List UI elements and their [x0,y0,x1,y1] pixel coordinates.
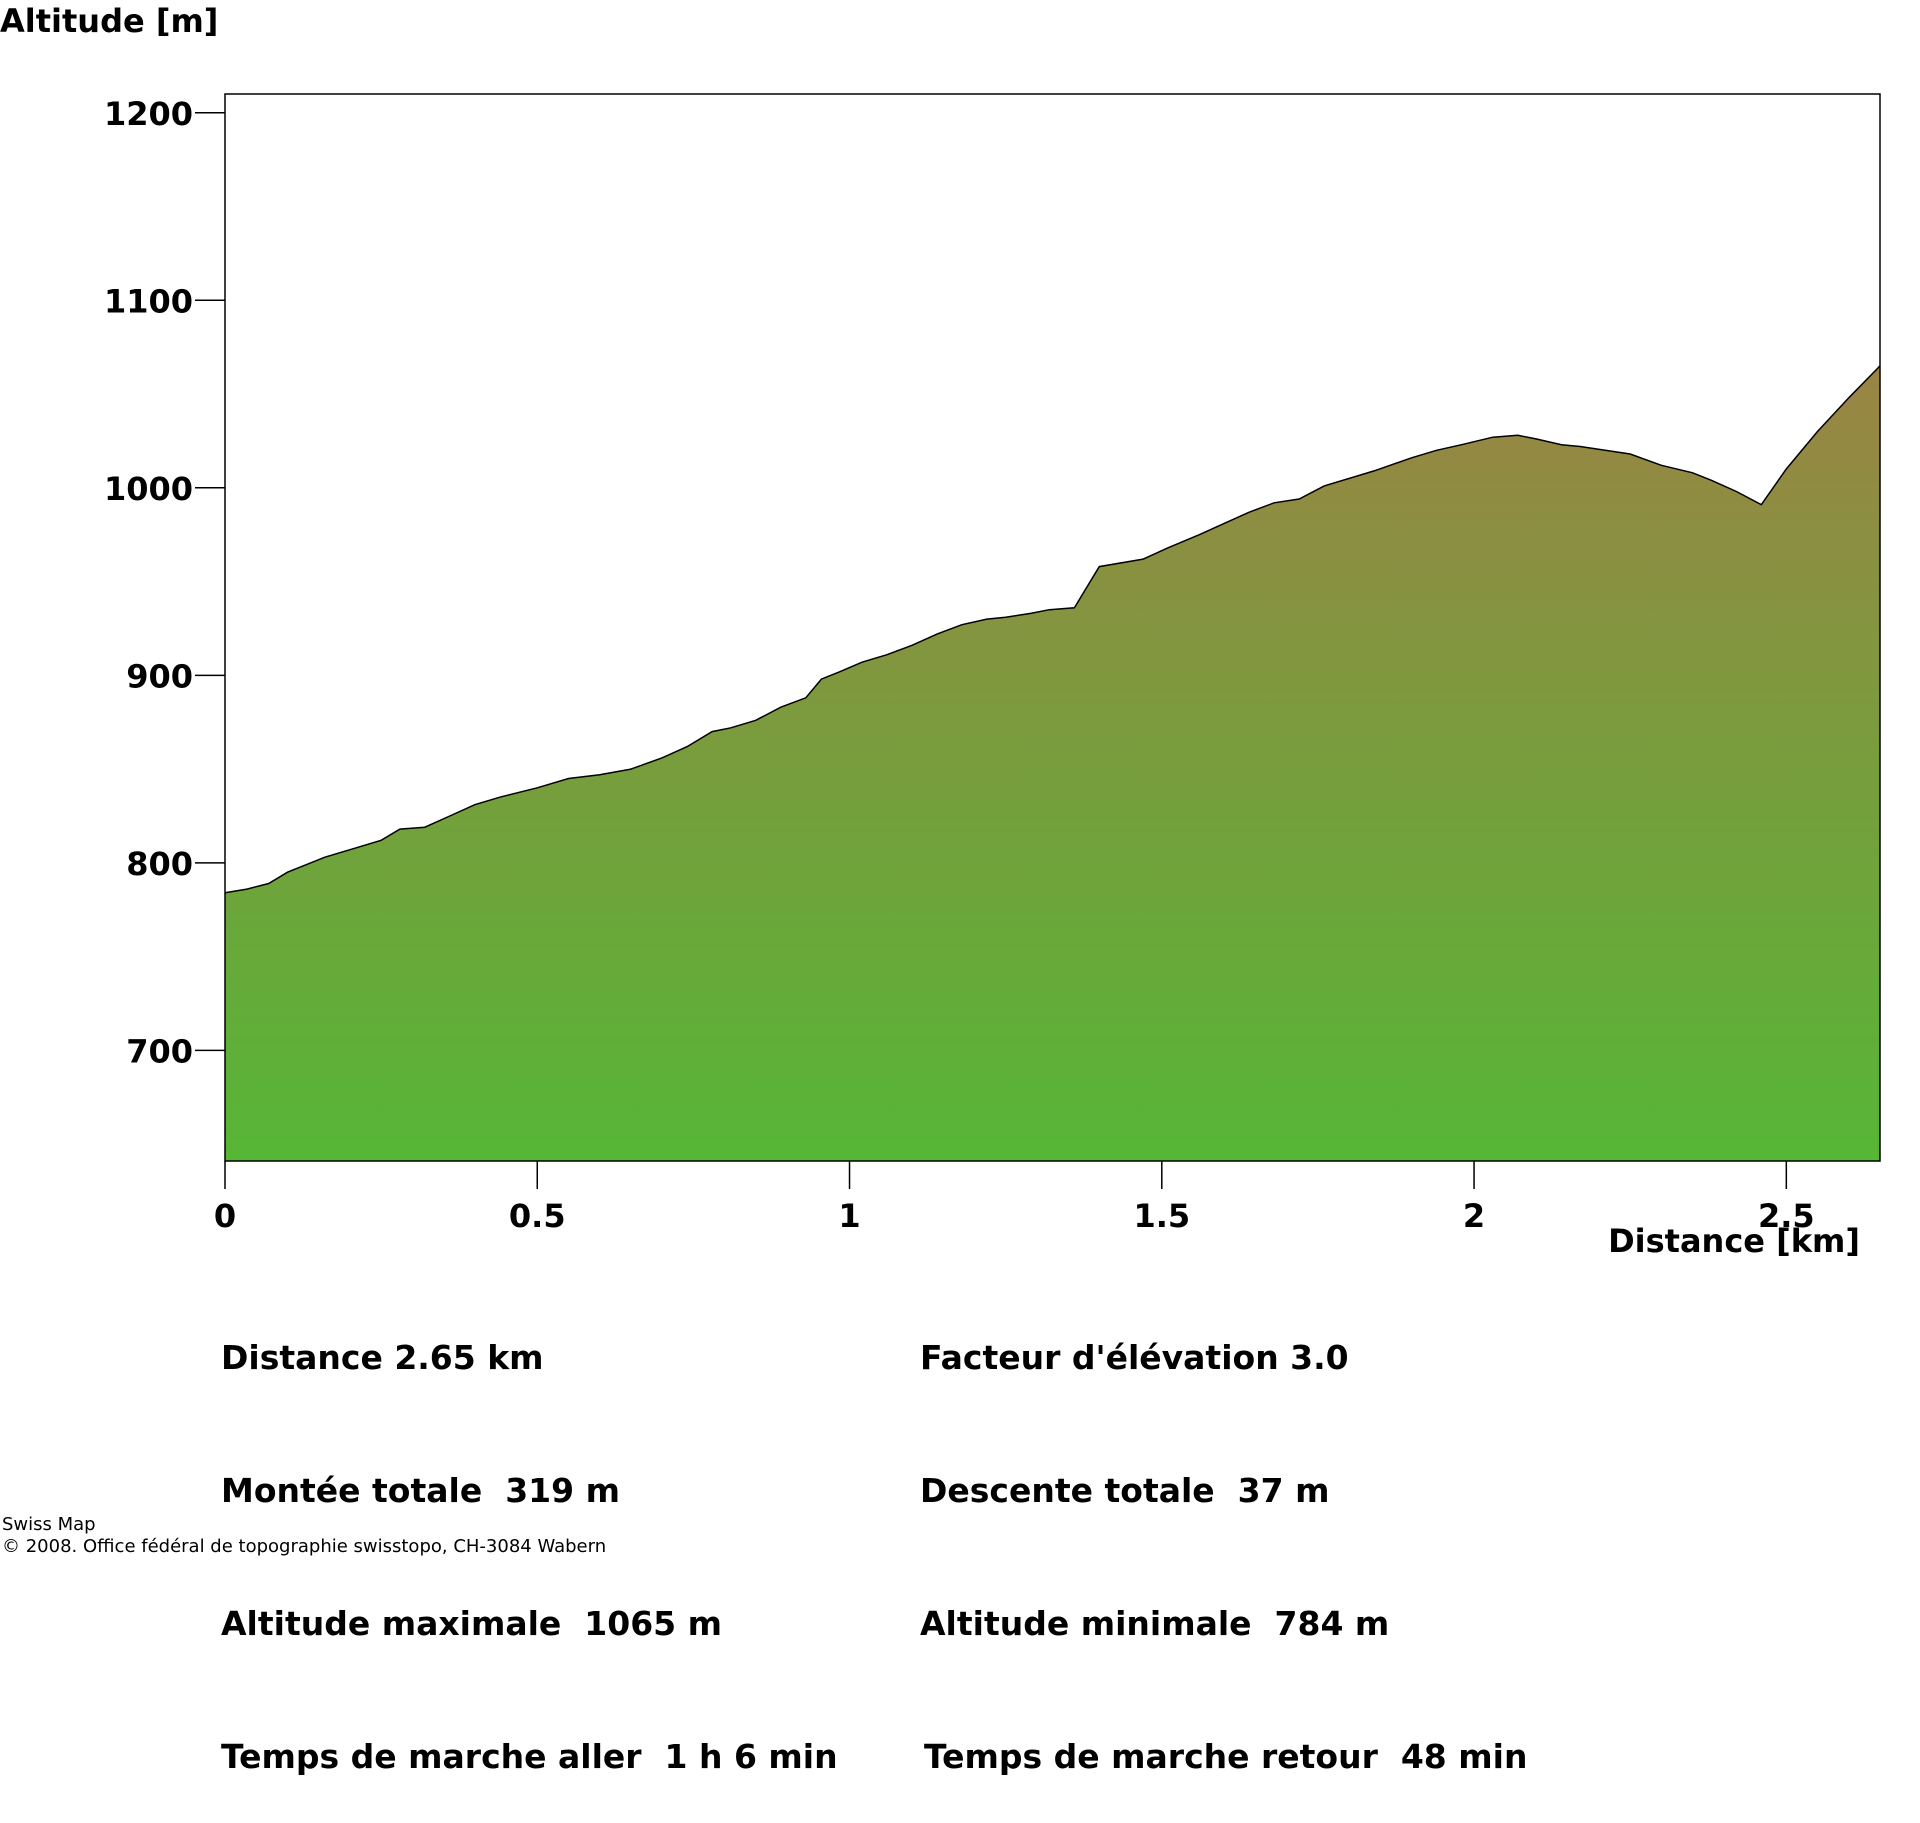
y-tick-label: 700 [126,1032,193,1070]
copyright-footer: Swiss Map © 2008. Office fédéral de topog… [2,1514,606,1558]
stat-total-descent: Descente totale 37 m [920,1471,1330,1510]
x-tick-label: 1.5 [1133,1197,1190,1235]
x-axis-label: Distance [km] [1608,1222,1860,1260]
footer-copyright: © 2008. Office fédéral de topographie sw… [2,1536,607,1557]
elevation-area [225,365,1880,1161]
stat-elevation-factor: Facteur d'élévation 3.0 [920,1338,1349,1377]
y-tick-label: 900 [126,657,193,695]
stat-total-ascent: Montée totale 319 m [221,1471,620,1510]
y-tick-label: 1000 [104,470,193,508]
y-tick-label: 1100 [104,282,193,320]
stat-max-altitude: Altitude maximale 1065 m [221,1604,722,1643]
x-tick-label: 2 [1463,1197,1485,1235]
footer-source: Swiss Map [2,1514,96,1535]
elevation-profile-chart: 700 800 900 1000 1100 1200 0 0.5 1 1.5 2 2.5 [104,93,1881,1235]
x-tick-label: 0.5 [509,1197,566,1235]
stat-distance: Distance 2.65 km [221,1338,544,1377]
elevation-line [224,365,1881,894]
y-axis-label: Altitude [m] [0,2,219,40]
y-tick-label: 800 [126,845,193,883]
plot-frame [224,93,1881,1162]
stat-walk-time-back: Temps de marche retour 48 min [924,1737,1528,1776]
stat-walk-time-out: Temps de marche aller 1 h 6 min [221,1737,838,1776]
stat-min-altitude: Altitude minimale 784 m [920,1604,1390,1643]
x-tick-label: 2.5 [1758,1197,1815,1235]
y-tick-label: 1200 [104,95,193,133]
stats-right-column: Facteur d'élévation 3.0 Descente totale … [920,1252,1527,1823]
x-tick-label: 1 [838,1197,860,1235]
x-tick-label: 0 [214,1197,236,1235]
